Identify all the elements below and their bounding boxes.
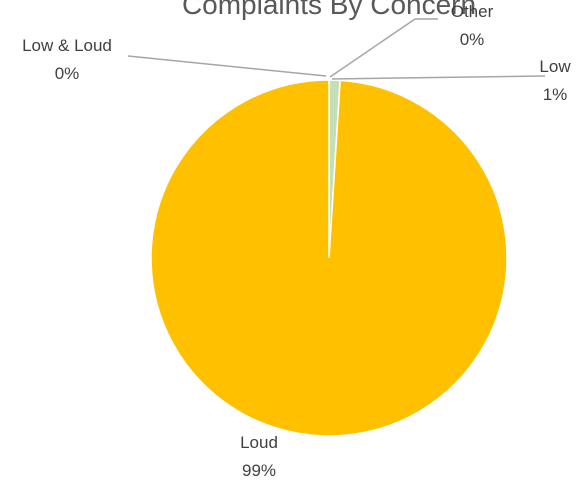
slice-percent-other: 0%	[460, 30, 485, 49]
pie-slices	[150, 79, 508, 437]
leader-lines	[127, 18, 546, 80]
slice-label-loud: Loud	[240, 433, 278, 452]
slice-label-low: Low	[539, 57, 571, 76]
leader-line-low-and-loud	[127, 55, 327, 77]
slice-label-other: Other	[451, 2, 494, 21]
chart-title: Complaints By Concern	[182, 0, 476, 20]
slice-labels: Low 1% Loud 99% Low & Loud 0% Other 0%	[22, 2, 571, 480]
slice-percent-loud: 99%	[242, 461, 276, 480]
pie-slice-loud	[150, 79, 508, 437]
leader-line-low	[331, 75, 546, 80]
slice-percent-low-and-loud: 0%	[55, 64, 80, 83]
leader-line-other	[329, 18, 438, 78]
slice-label-low-and-loud: Low & Loud	[22, 36, 112, 55]
slice-percent-low: 1%	[543, 85, 568, 104]
